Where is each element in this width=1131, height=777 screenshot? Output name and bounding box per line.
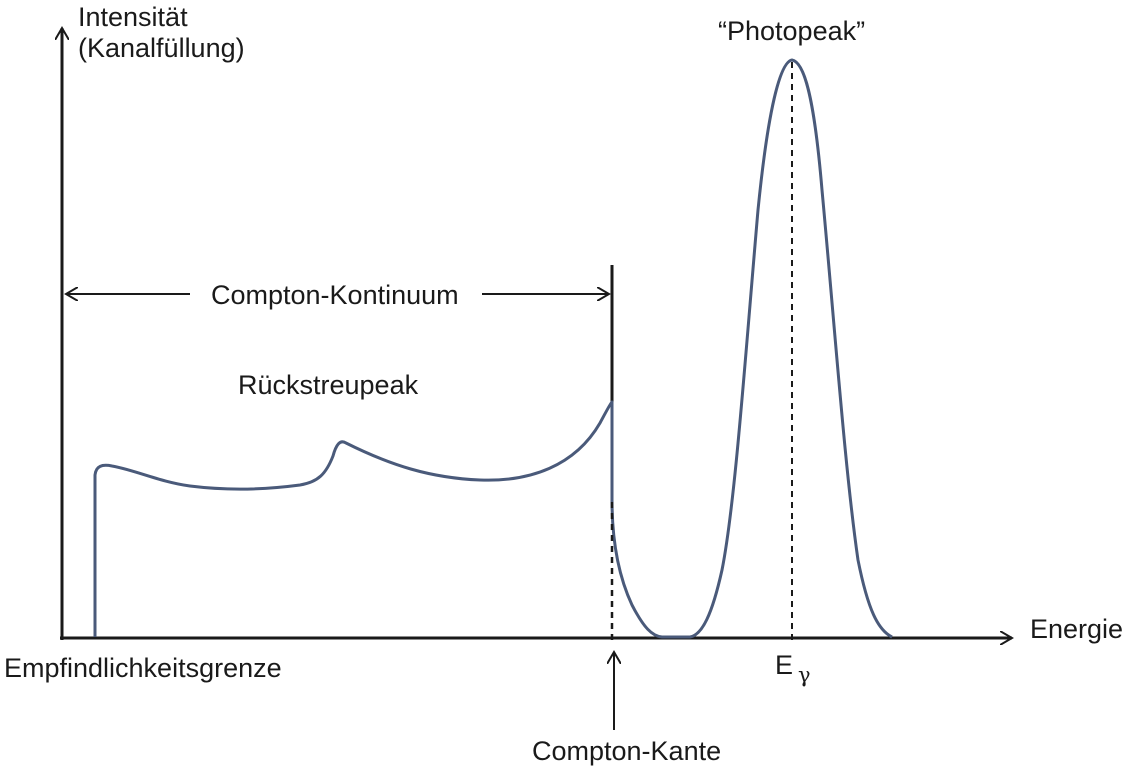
y-axis-label-line2: (Kanalfüllung)	[78, 33, 245, 64]
photopeak-label: “Photopeak”	[718, 16, 866, 46]
energy-symbol: E	[775, 650, 794, 680]
spectrum-curve	[93, 58, 893, 639]
backscatter-peak-label: Rückstreupeak	[238, 370, 419, 400]
y-axis-label: Intensität (Kanalfüllung)	[78, 2, 245, 64]
energy-subscript: γ	[798, 663, 811, 687]
x-axis-label: Energie	[1030, 614, 1124, 644]
sensitivity-limit-label: Empfindlichkeitsgrenze	[4, 653, 282, 683]
y-axis-label-line1: Intensität	[78, 2, 188, 32]
compton-edge-label: Compton-Kante	[532, 736, 722, 766]
compton-continuum-label: Compton-Kontinuum	[211, 280, 459, 310]
